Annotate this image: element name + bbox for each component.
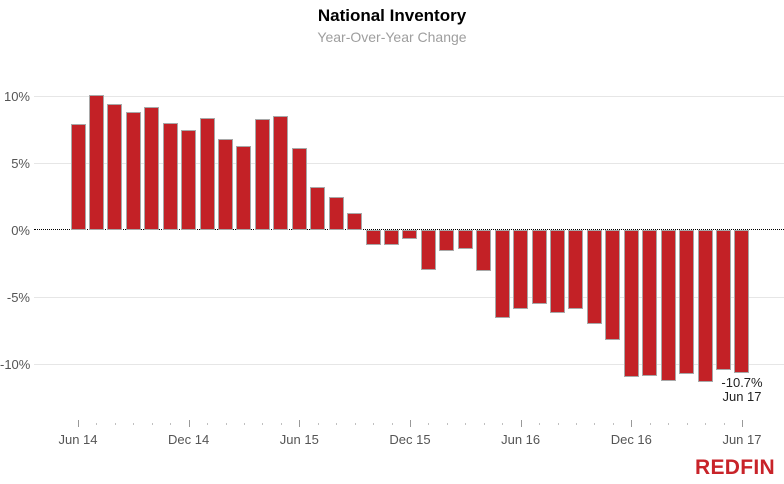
bar-nov-14[interactable]	[162, 123, 178, 230]
last-point-annotation: -10.7% Jun 17	[721, 376, 762, 404]
bar-nov-16[interactable]	[605, 230, 621, 340]
bar-oct-16[interactable]	[586, 230, 602, 324]
chart-title: National Inventory	[317, 6, 467, 25]
x-axis-minor-tick	[483, 423, 485, 425]
x-axis-major-tick	[299, 420, 301, 427]
x-axis-label-jun-14: Jun 14	[58, 432, 98, 447]
bar-jul-16[interactable]	[531, 230, 547, 304]
bar-aug-16[interactable]	[550, 230, 566, 313]
bar-mar-16[interactable]	[457, 230, 473, 249]
bar-aug-15[interactable]	[328, 196, 344, 230]
bar-dec-16[interactable]	[623, 230, 639, 378]
x-axis-minor-tick	[133, 423, 135, 425]
bar-jul-14[interactable]	[88, 94, 104, 230]
gridline--10pct	[34, 363, 784, 365]
y-axis-label: -5%	[6, 289, 30, 305]
x-axis-minor-tick	[686, 423, 688, 425]
x-axis-minor-tick	[354, 423, 356, 425]
bar-may-16[interactable]	[494, 230, 510, 319]
bar-feb-16[interactable]	[439, 230, 455, 252]
bar-feb-15[interactable]	[218, 139, 234, 230]
bar-may-17[interactable]	[716, 230, 732, 371]
bar-feb-17[interactable]	[660, 230, 676, 382]
y-axis-label: -10%	[0, 356, 31, 372]
bar-mar-15[interactable]	[236, 145, 252, 230]
x-axis-label-jun-15: Jun 15	[279, 432, 319, 447]
x-axis-major-tick	[631, 420, 633, 427]
x-axis-minor-tick	[446, 423, 448, 425]
x-axis-major-tick	[741, 420, 743, 427]
x-axis-minor-tick	[280, 423, 282, 425]
x-axis-minor-tick	[575, 423, 577, 425]
chart-subtitle: Year-Over-Year Change	[317, 29, 467, 45]
x-axis-major-tick	[188, 420, 190, 427]
bar-aug-14[interactable]	[107, 104, 123, 230]
x-axis-minor-tick	[114, 423, 116, 425]
bar-sep-16[interactable]	[568, 230, 584, 309]
bar-jun-15[interactable]	[291, 148, 307, 230]
gridline-10pct	[34, 96, 784, 98]
x-axis-minor-tick	[151, 423, 153, 425]
bar-jun-14[interactable]	[70, 124, 86, 230]
x-axis-major-tick	[78, 420, 79, 427]
x-axis-minor-tick	[170, 423, 172, 425]
x-axis-minor-tick	[723, 423, 725, 425]
bar-oct-14[interactable]	[144, 107, 160, 230]
bar-jan-15[interactable]	[199, 117, 215, 230]
gridline--5pct	[34, 296, 784, 298]
bar-oct-15[interactable]	[365, 230, 381, 245]
x-axis-major-tick	[520, 420, 522, 427]
annotation-date: Jun 17	[722, 389, 762, 404]
x-axis-minor-tick	[428, 423, 430, 425]
bar-apr-17[interactable]	[697, 230, 713, 383]
x-axis-label-dec-15: Dec 15	[389, 432, 431, 447]
x-axis-major-tick	[409, 420, 411, 427]
x-axis-minor-tick	[557, 423, 559, 425]
x-axis-minor-tick	[225, 423, 227, 425]
x-axis-label-jun-16: Jun 16	[501, 432, 541, 447]
x-axis-minor-tick	[612, 423, 614, 425]
y-axis-label: 0%	[11, 223, 30, 238]
x-axis-label-dec-14: Dec 14	[168, 432, 210, 447]
bar-jul-15[interactable]	[310, 187, 326, 230]
y-axis-label: 10%	[3, 89, 30, 105]
bar-dec-14[interactable]	[181, 129, 197, 230]
x-axis-minor-tick	[391, 423, 393, 425]
x-axis-minor-tick	[373, 423, 375, 425]
x-axis-minor-tick	[668, 423, 670, 425]
x-axis-minor-tick	[594, 423, 596, 425]
redfin-logo: REDFIN	[695, 456, 775, 479]
bar-jan-17[interactable]	[642, 230, 658, 376]
bar-apr-16[interactable]	[476, 230, 492, 272]
bar-jun-16[interactable]	[513, 230, 529, 309]
x-axis-minor-tick	[539, 423, 541, 425]
x-axis-minor-tick	[96, 423, 98, 425]
bar-sep-14[interactable]	[125, 112, 141, 230]
bar-jan-16[interactable]	[420, 230, 436, 271]
y-axis-label: 5%	[11, 156, 30, 172]
x-axis-minor-tick	[649, 423, 651, 425]
bar-jun-17[interactable]	[734, 230, 750, 374]
x-axis-minor-tick	[705, 423, 707, 425]
x-axis-label-jun-17: Jun 17	[722, 432, 762, 447]
annotation-value: -10.7%	[721, 375, 763, 390]
x-axis-label-dec-16: Dec 16	[610, 432, 652, 447]
x-axis-minor-tick	[502, 423, 504, 425]
bar-nov-15[interactable]	[384, 230, 400, 245]
bar-apr-15[interactable]	[254, 119, 270, 230]
x-axis-minor-tick	[317, 423, 319, 425]
x-axis-minor-tick	[262, 423, 264, 425]
bar-mar-17[interactable]	[679, 230, 695, 375]
x-axis-minor-tick	[207, 423, 209, 425]
x-axis-minor-tick	[243, 423, 245, 425]
bar-may-15[interactable]	[273, 116, 289, 230]
zero-line	[34, 229, 784, 230]
bar-sep-15[interactable]	[347, 212, 363, 230]
x-axis-minor-tick	[336, 423, 338, 425]
x-axis-minor-tick	[465, 423, 467, 425]
gridline-5pct	[34, 163, 784, 165]
bar-dec-15[interactable]	[402, 230, 418, 240]
